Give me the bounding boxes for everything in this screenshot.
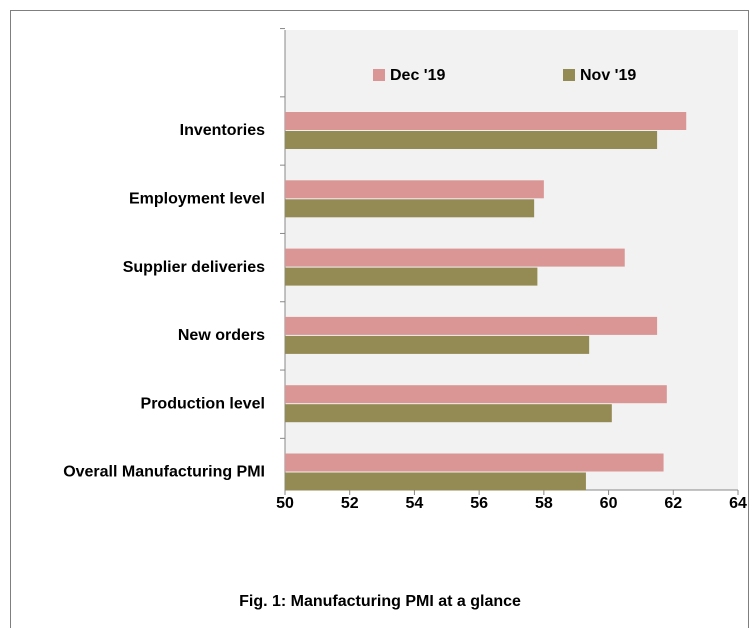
- bar: [285, 199, 535, 218]
- bar: [285, 267, 538, 286]
- y-tick-label: Inventories: [180, 122, 265, 139]
- y-tick-label: Employment level: [129, 191, 265, 208]
- bar: [285, 453, 664, 472]
- bar: [285, 316, 658, 335]
- x-tick-label: 54: [406, 495, 424, 512]
- bar: [285, 248, 625, 267]
- x-tick-label: 50: [276, 495, 294, 512]
- bar: [285, 180, 544, 199]
- x-tick-label: 58: [535, 495, 553, 512]
- y-tick-label: Overall Manufacturing PMI: [63, 464, 265, 481]
- bar: [285, 112, 687, 130]
- bar: [285, 472, 586, 491]
- y-tick-label: New orders: [178, 327, 265, 344]
- y-tick-label: Supplier deliveries: [123, 259, 265, 276]
- x-tick-label: 62: [664, 495, 682, 512]
- frame: [10, 10, 749, 628]
- bar: [285, 335, 590, 354]
- legend-swatch: [563, 69, 575, 81]
- bar: [285, 404, 612, 423]
- x-tick-label: 64: [729, 495, 747, 512]
- x-tick-label: 56: [470, 495, 488, 512]
- caption: Fig. 1: Manufacturing PMI at a glance: [239, 593, 521, 610]
- x-tick-label: 60: [600, 495, 618, 512]
- bar: [285, 131, 658, 149]
- y-tick-label: Production level: [141, 395, 265, 412]
- legend-swatch: [373, 69, 385, 81]
- legend-label: Nov '19: [580, 67, 636, 84]
- legend-label: Dec '19: [390, 67, 446, 84]
- bar: [285, 385, 667, 404]
- x-tick-label: 52: [341, 495, 359, 512]
